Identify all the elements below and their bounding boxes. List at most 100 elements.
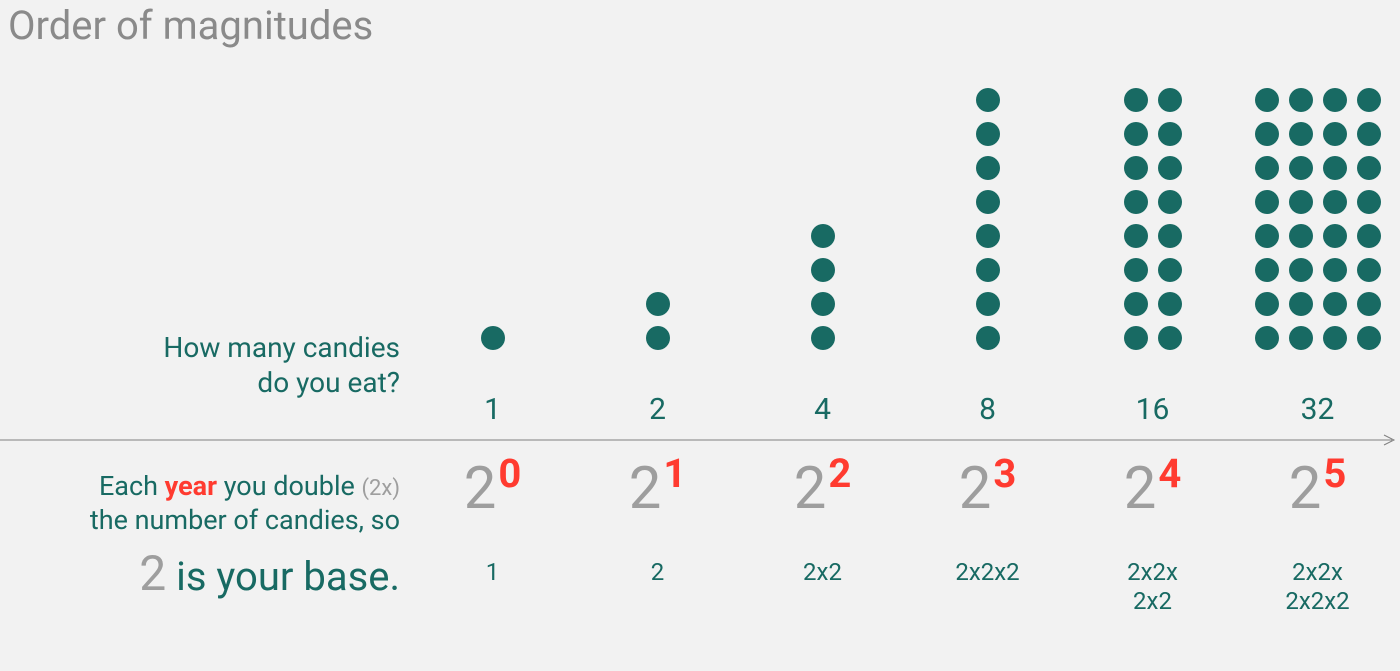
dot-row — [1255, 122, 1381, 146]
power-expression: 23 — [959, 460, 1017, 530]
dot-row — [1255, 326, 1381, 350]
expansion-label: 2x2x2 — [955, 558, 1019, 587]
expansion-label: 1 — [486, 558, 500, 587]
explain-post: you double — [217, 470, 362, 502]
dot-row — [976, 292, 1000, 316]
explain-base-rest: is your base. — [166, 553, 400, 600]
count-label: 32 — [1301, 390, 1335, 430]
dot-row — [646, 326, 670, 350]
dot-icon — [1289, 190, 1313, 214]
dot-icon — [1158, 258, 1182, 282]
power-exponent: 5 — [1323, 454, 1346, 494]
page-title: Order of magnitudes — [8, 2, 373, 49]
dot-icon — [1124, 326, 1148, 350]
dot-row — [1124, 326, 1182, 350]
power-column: 242x2x 2x2 — [1070, 460, 1235, 616]
dot-row — [976, 156, 1000, 180]
dot-icon — [1323, 88, 1347, 112]
dot-row — [811, 224, 835, 248]
count-label: 1 — [484, 390, 501, 430]
dot-icon — [1289, 156, 1313, 180]
dot-icon — [976, 122, 1000, 146]
dot-icon — [976, 292, 1000, 316]
dot-icon — [1158, 224, 1182, 248]
dot-icon — [1357, 292, 1381, 316]
dot-icon — [1124, 224, 1148, 248]
explain-base-two: 2 — [139, 545, 166, 602]
dot-icon — [1323, 326, 1347, 350]
explain-2x: (2x) — [362, 476, 400, 501]
dot-icon — [976, 224, 1000, 248]
dot-stack — [646, 292, 670, 350]
dot-icon — [1357, 326, 1381, 350]
dot-icon — [1289, 122, 1313, 146]
dot-icon — [1357, 122, 1381, 146]
dot-icon — [1357, 224, 1381, 248]
dot-stack — [1255, 88, 1381, 350]
dot-icon — [1289, 258, 1313, 282]
dot-icon — [1357, 88, 1381, 112]
power-exponent: 0 — [498, 454, 521, 494]
expansion-label: 2 — [651, 558, 665, 587]
dot-row — [1124, 190, 1182, 214]
dot-icon — [1158, 190, 1182, 214]
power-column: 21 2 — [575, 460, 740, 616]
explain-line1: Each year you double (2x) — [0, 470, 400, 504]
dot-icon — [1323, 190, 1347, 214]
dot-row — [811, 292, 835, 316]
dot-icon — [811, 224, 835, 248]
explain-baseline: 2 is your base. — [0, 544, 400, 604]
expansion-label: 2x2x 2x2 — [1127, 558, 1178, 616]
dot-row — [1124, 156, 1182, 180]
explain-pre: Each — [99, 470, 165, 502]
dot-column: 4 — [740, 0, 905, 430]
dot-icon — [1124, 292, 1148, 316]
dot-icon — [1357, 190, 1381, 214]
dot-icon — [1158, 88, 1182, 112]
power-expression: 22 — [794, 460, 852, 530]
dot-row — [976, 258, 1000, 282]
question-label: How many candies do you eat? — [0, 330, 400, 400]
dot-row — [1124, 258, 1182, 282]
dot-icon — [1255, 224, 1279, 248]
power-exponent: 1 — [663, 454, 686, 494]
dot-icon — [811, 292, 835, 316]
explain-year: year — [165, 470, 217, 502]
dot-icon — [1323, 258, 1347, 282]
question-line2: do you eat? — [257, 366, 400, 399]
power-column: 222x2 — [740, 460, 905, 616]
dot-icon — [1255, 258, 1279, 282]
power-exponent: 2 — [828, 454, 851, 494]
power-base: 2 — [1289, 460, 1322, 518]
power-expression: 21 — [629, 460, 687, 530]
power-column: 20 1 — [410, 460, 575, 616]
dot-icon — [1289, 326, 1313, 350]
dot-row — [1255, 190, 1381, 214]
question-line1: How many candies — [163, 331, 400, 364]
dot-row — [976, 326, 1000, 350]
dot-row — [976, 122, 1000, 146]
dot-row — [976, 88, 1000, 112]
dot-icon — [646, 326, 670, 350]
dot-icon — [1255, 122, 1279, 146]
dot-icon — [1255, 292, 1279, 316]
dot-icon — [1323, 224, 1347, 248]
count-label: 4 — [814, 390, 831, 430]
dot-row — [976, 190, 1000, 214]
dot-row — [811, 258, 835, 282]
count-label: 8 — [979, 390, 996, 430]
dot-icon — [976, 88, 1000, 112]
dot-icon — [1158, 122, 1182, 146]
dot-row — [1124, 88, 1182, 112]
infographic-root: Order of magnitudes How many candies do … — [0, 0, 1400, 671]
power-column: 23 2x2x2 — [905, 460, 1070, 616]
dot-stack — [811, 224, 835, 350]
explain-line2: the number of candies, so — [0, 504, 400, 538]
dot-icon — [1124, 190, 1148, 214]
dot-row — [1124, 122, 1182, 146]
power-expression: 20 — [464, 460, 522, 530]
dot-icon — [811, 258, 835, 282]
dot-icon — [976, 156, 1000, 180]
dot-row — [1255, 88, 1381, 112]
dot-row — [1124, 224, 1182, 248]
